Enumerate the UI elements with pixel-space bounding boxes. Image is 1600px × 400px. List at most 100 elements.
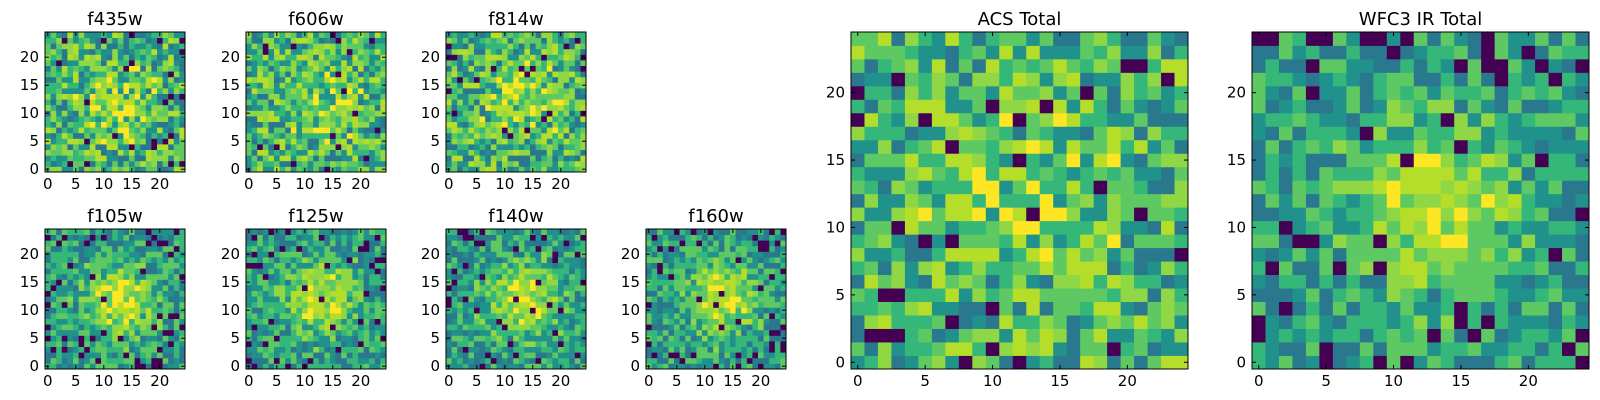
heatmap-cell	[524, 76, 531, 83]
heatmap-cell	[546, 251, 553, 258]
heatmap-cell	[696, 229, 703, 235]
heatmap-cell	[451, 155, 458, 162]
heatmap-cell	[101, 82, 107, 89]
heatmap-cell	[246, 144, 252, 150]
heatmap-cell	[179, 268, 186, 275]
heatmap-cell	[713, 268, 720, 275]
heatmap-cell	[558, 251, 564, 258]
heatmap-cell	[502, 268, 508, 275]
heatmap-cell	[307, 60, 314, 66]
heatmap-cell	[274, 245, 280, 252]
heatmap-cell	[89, 71, 96, 78]
heatmap-cell	[479, 290, 486, 297]
heatmap-cell	[352, 116, 359, 122]
heatmap-cell	[290, 251, 297, 258]
heatmap-cell	[746, 234, 753, 241]
heatmap-cell	[780, 285, 787, 291]
heatmap-cell	[307, 290, 314, 297]
heatmap-cell	[707, 313, 714, 319]
heatmap-cell	[468, 324, 475, 331]
heatmap-cell	[558, 240, 564, 247]
heatmap-cell	[462, 301, 469, 308]
heatmap-cell	[50, 257, 57, 263]
heatmap-cell	[651, 268, 658, 275]
heatmap-cell	[123, 329, 130, 336]
heatmap-cell	[358, 240, 364, 247]
heatmap-cell	[530, 54, 536, 61]
heatmap-cell	[157, 285, 163, 291]
heatmap-cell	[535, 54, 542, 61]
heatmap-cell	[569, 121, 576, 128]
heatmap-cell	[179, 318, 186, 325]
heatmap-cell	[958, 234, 973, 249]
heatmap-cell	[56, 43, 63, 50]
heatmap-cell	[140, 363, 147, 370]
heatmap-cell	[268, 257, 275, 263]
heatmap-cell	[541, 240, 548, 247]
heatmap-cell	[290, 132, 297, 139]
heatmap-cell	[758, 341, 764, 347]
heatmap-cell	[257, 290, 264, 297]
heatmap-cell	[569, 110, 576, 117]
heatmap-cell	[274, 296, 280, 303]
heatmap-cell	[558, 155, 564, 162]
heatmap-cell	[369, 324, 376, 331]
heatmap-cell	[1012, 342, 1027, 356]
heatmap-cell	[646, 352, 652, 359]
heatmap-cell	[535, 104, 542, 111]
heatmap-cell	[45, 257, 51, 263]
heatmap-cell	[123, 357, 130, 364]
heatmap-cell	[864, 153, 879, 168]
heatmap-cell	[157, 88, 163, 94]
heatmap-cell	[502, 301, 508, 308]
heatmap-cell	[1147, 247, 1162, 262]
heatmap-cell	[307, 155, 314, 162]
heatmap-cell	[535, 166, 542, 173]
heatmap-cell	[479, 279, 486, 286]
heatmap-cell	[341, 166, 348, 173]
heatmap-cell	[462, 93, 469, 100]
heatmap-cell	[696, 251, 703, 258]
heatmap-cell	[95, 65, 102, 72]
heatmap-cell	[151, 307, 158, 314]
heatmap-cell	[246, 48, 252, 55]
heatmap-cell	[524, 341, 531, 347]
heatmap-cell	[696, 329, 703, 336]
heatmap-cell	[690, 279, 697, 286]
heatmap-cell	[524, 234, 531, 241]
heatmap-cell	[257, 138, 264, 145]
heatmap-cell	[374, 251, 381, 258]
heatmap-cell	[518, 88, 525, 94]
heatmap-cell	[307, 279, 314, 286]
heatmap-cell	[651, 341, 658, 347]
heatmap-cell	[696, 240, 703, 247]
heatmap-cell	[374, 127, 381, 134]
heatmap-cell	[140, 313, 147, 319]
heatmap-cell	[324, 229, 331, 235]
heatmap-cell	[674, 335, 680, 342]
heatmap-cell	[507, 273, 514, 280]
heatmap-cell	[369, 341, 376, 347]
heatmap-cell	[279, 335, 286, 342]
heatmap-cell	[262, 346, 269, 353]
heatmap-cell	[67, 234, 74, 241]
heatmap-cell	[302, 301, 308, 308]
heatmap-cell	[485, 93, 492, 100]
heatmap-cell	[179, 116, 186, 122]
heatmap-cell	[679, 229, 686, 235]
heatmap-cell	[485, 144, 492, 150]
heatmap-cell	[78, 285, 85, 291]
heatmap-cell	[123, 37, 130, 44]
heatmap-cell	[541, 160, 548, 167]
heatmap-cell	[134, 285, 141, 291]
heatmap-cell	[56, 144, 63, 150]
heatmap-cell	[61, 37, 68, 44]
heatmap-cell	[524, 93, 531, 100]
plot-frame	[445, 228, 587, 370]
heatmap-cell	[45, 149, 51, 156]
heatmap-cell	[346, 76, 353, 83]
heatmap-cell	[730, 335, 736, 342]
heatmap-cell	[490, 60, 497, 66]
heatmap-cell	[251, 313, 258, 319]
heatmap-cell	[129, 296, 135, 303]
